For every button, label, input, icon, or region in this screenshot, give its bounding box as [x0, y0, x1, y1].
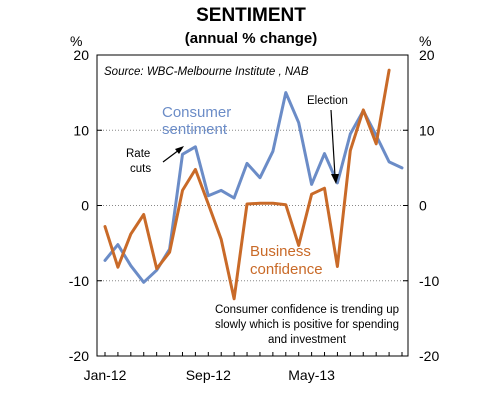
y-tick-label-right: -20 — [419, 348, 439, 364]
x-tick-label: May-13 — [288, 367, 335, 383]
consumer-sentiment-line — [103, 91, 404, 284]
y-tick-label-left: 20 — [73, 47, 89, 63]
rate-cuts-label-line1: Rate — [126, 148, 150, 160]
commentary-line3: and investment — [268, 334, 347, 346]
rate-cuts-label-line2: cuts — [130, 163, 151, 175]
y-axis-ticks: 20 20 10 10 0 0 -10 -10 -20 -20 — [69, 47, 440, 364]
commentary-line2: slowly which is positive for spending — [215, 319, 399, 331]
consumer-sentiment-label-line2: sentiment — [162, 121, 228, 138]
rate-cuts-arrow — [162, 146, 184, 163]
chart-subtitle: (annual % change) — [184, 30, 318, 47]
x-tick-label: Sep-12 — [186, 367, 231, 383]
right-axis-unit: % — [419, 33, 432, 49]
y-tick-label-right: -10 — [419, 273, 439, 289]
business-confidence-line — [103, 68, 391, 301]
y-tick-label-left: 0 — [81, 198, 89, 214]
y-tick-label-right: 10 — [419, 122, 435, 138]
election-arrow — [330, 109, 339, 184]
y-tick-label-right: 0 — [419, 198, 427, 214]
y-tick-label-left: -10 — [69, 273, 89, 289]
x-tick-label: Jan-12 — [84, 367, 127, 383]
series-lines — [103, 68, 404, 301]
left-axis-unit: % — [70, 33, 83, 49]
chart-title: SENTIMENT — [196, 5, 306, 26]
consumer-sentiment-label-line1: Consumer — [162, 104, 231, 121]
business-confidence-label-line2: confidence — [250, 261, 323, 278]
y-tick-label-left: -20 — [69, 348, 89, 364]
source-note: Source: WBC-Melbourne Institute , NAB — [104, 66, 309, 78]
commentary-line1: Consumer confidence is trending up — [215, 304, 399, 316]
business-confidence-label-line1: Business — [250, 243, 311, 260]
election-label: Election — [307, 95, 348, 107]
x-axis-ticks: Jan-12 Sep-12 May-13 — [84, 352, 403, 383]
y-tick-label-left: 10 — [73, 122, 89, 138]
grid-lines — [97, 129, 408, 282]
y-tick-label-right: 20 — [419, 47, 435, 63]
